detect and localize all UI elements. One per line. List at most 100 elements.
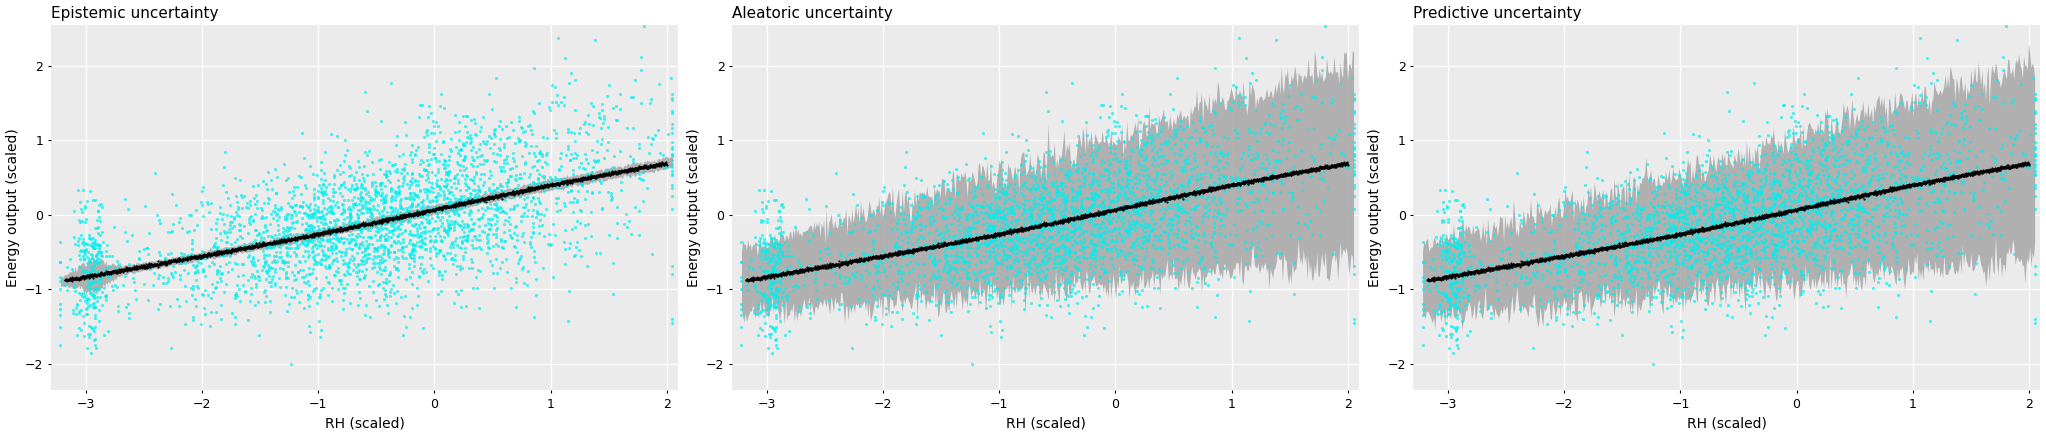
Point	[1252, 174, 1285, 181]
Point	[143, 261, 176, 268]
Point	[448, 200, 481, 207]
Point	[1610, 224, 1643, 231]
Point	[495, 118, 528, 125]
Point	[745, 217, 777, 224]
Point	[68, 247, 100, 254]
Point	[395, 211, 428, 218]
Point	[374, 210, 407, 217]
Point	[530, 182, 563, 189]
Point	[1013, 235, 1046, 242]
Point	[1725, 218, 1758, 225]
Point	[61, 275, 94, 282]
Point	[1886, 184, 1919, 191]
Point	[501, 135, 534, 142]
Point	[360, 218, 393, 225]
Point	[1052, 217, 1084, 224]
Point	[1013, 219, 1046, 226]
Point	[992, 209, 1025, 216]
Point	[1451, 270, 1483, 277]
Point	[411, 157, 444, 164]
Point	[1023, 214, 1056, 221]
Point	[1048, 217, 1080, 224]
Point	[119, 295, 151, 302]
Point	[941, 269, 974, 276]
Point	[368, 235, 401, 242]
Point	[1070, 132, 1103, 139]
Point	[1123, 201, 1156, 208]
Point	[1960, 169, 1993, 176]
Point	[1191, 187, 1224, 194]
Point	[1647, 233, 1680, 240]
Point	[2007, 160, 2040, 167]
Point	[1931, 150, 1964, 157]
Point	[479, 188, 512, 195]
Point	[949, 235, 982, 242]
Point	[1665, 231, 1698, 238]
Point	[178, 253, 211, 260]
Point	[1741, 214, 1774, 221]
Point	[387, 174, 419, 181]
Point	[331, 281, 364, 288]
Point	[57, 276, 90, 283]
Point	[1565, 267, 1598, 274]
Point	[182, 269, 215, 276]
Point	[1625, 238, 1657, 245]
Point	[1029, 245, 1062, 252]
Point	[207, 221, 239, 228]
Point	[1584, 242, 1616, 249]
Point	[1297, 165, 1330, 172]
Point	[1211, 184, 1244, 191]
Point	[1590, 244, 1622, 251]
Point	[1737, 162, 1770, 169]
Point	[644, 160, 677, 167]
Point	[1017, 223, 1050, 230]
Point	[286, 239, 319, 246]
Point	[1236, 177, 1269, 184]
Point	[1277, 170, 1309, 177]
Point	[843, 257, 876, 264]
Point	[338, 255, 370, 262]
Point	[419, 172, 452, 179]
Point	[201, 248, 233, 255]
Point	[113, 265, 145, 272]
Point	[1500, 261, 1532, 268]
Point	[822, 306, 855, 313]
Point	[430, 227, 462, 234]
Point	[1874, 182, 1907, 189]
Point	[1311, 163, 1344, 170]
Point	[996, 192, 1029, 199]
Point	[526, 183, 559, 190]
Point	[1434, 296, 1467, 303]
Point	[802, 264, 835, 271]
Point	[1800, 179, 1833, 186]
Point	[1614, 264, 1647, 271]
Point	[632, 164, 665, 171]
Point	[424, 102, 456, 109]
Point	[381, 225, 413, 232]
Point	[1729, 198, 1762, 204]
Point	[460, 197, 493, 204]
Point	[117, 265, 149, 272]
Point	[1837, 195, 1870, 202]
Point	[1074, 181, 1107, 188]
Point	[1948, 172, 1981, 179]
Point	[194, 252, 227, 259]
Point	[896, 247, 929, 254]
Point	[1604, 256, 1637, 263]
Point	[407, 185, 440, 192]
Point	[1465, 302, 1498, 309]
Point	[1436, 235, 1469, 242]
Point	[1850, 160, 1882, 167]
Point	[72, 273, 104, 280]
Point	[1848, 186, 1880, 193]
Point	[937, 258, 970, 265]
Point	[1749, 167, 1782, 174]
Point	[759, 337, 792, 344]
Point	[1719, 288, 1751, 295]
Point	[1539, 254, 1571, 261]
Point	[1811, 249, 1843, 255]
Point	[473, 174, 505, 181]
Point	[1874, 206, 1907, 213]
Point	[784, 307, 816, 314]
Point	[350, 238, 383, 245]
